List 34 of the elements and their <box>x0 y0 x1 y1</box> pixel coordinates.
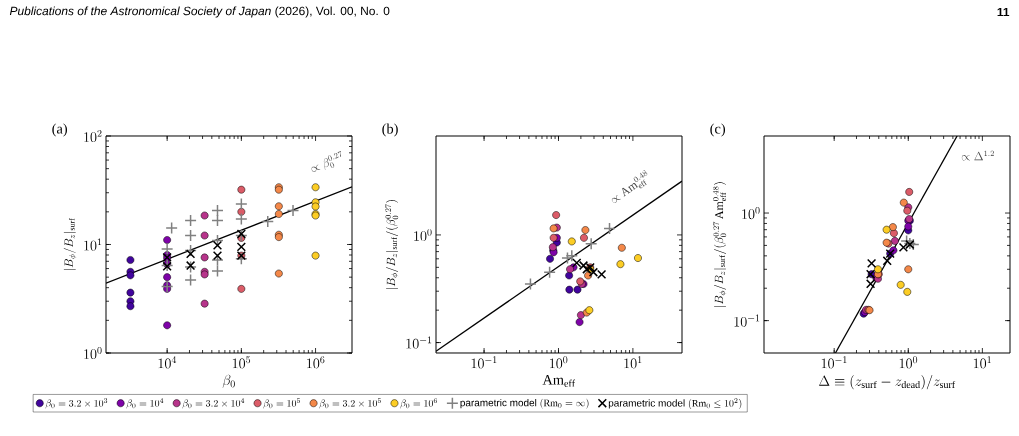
x-tick-label: $10^{-1}$ <box>471 356 497 369</box>
text: 11 <box>997 7 1010 17</box>
legend-label: $\beta_0=10^{5}$ <box>263 398 301 409</box>
chart-title: (c) <box>710 123 726 137</box>
legend-label: $\mbox{parametric model }(\mathrm{Rm}_0\leq10^{2})$ <box>608 398 742 410</box>
x-tick-label: $10^{6}$ <box>307 356 325 369</box>
annotation: $\propto\beta_0^{0.27}$ <box>311 150 342 172</box>
x-tick-label: $10^{-1}$ <box>821 356 847 369</box>
x-tick-label: $10^{4}$ <box>158 356 177 369</box>
text: Publications of the Astronomical Society of Japan (2026), Vol. 00, No. 0 <box>9 6 390 18</box>
annotation: $\propto\Delta^{1.2}$ <box>961 150 994 161</box>
x-axis-title: $\mathrm{Am}_{\rm eff}$ <box>542 374 576 387</box>
legend-label: $\beta_0=3.2\times10^{3}$ <box>45 398 108 409</box>
y-tick-label: $10^{1}$ <box>84 238 102 251</box>
chart-title: (b) <box>382 123 398 137</box>
x-axis-title: $\Delta\equiv(z_{\rm surf}-z_{\rm dead})/z_{\rm surf}$ <box>819 375 956 390</box>
y-tick-label: $10^{2}$ <box>84 129 102 143</box>
y-tick-label: $10^{0}$ <box>84 346 102 360</box>
legend-label: $\beta_0=10^{6}$ <box>400 398 437 409</box>
x-tick-label: $10^{5}$ <box>232 356 251 369</box>
legend-label: $\beta_0=3.2\times10^{4}$ <box>182 398 245 409</box>
annotation: $\propto\mathrm{Am}_{\rm eff}^{0.48}$ <box>611 170 648 203</box>
x-tick-label: $10^{1}$ <box>973 356 991 369</box>
legend-label: $\mbox{parametric model }(\mathrm{Rm}_0=\infty)$ <box>460 398 589 409</box>
chart-title: (a) <box>52 123 67 137</box>
legend-label: $\beta_0=10^{4}$ <box>126 398 164 409</box>
x-axis-title: $\beta_0$ <box>222 374 235 388</box>
x-tick-label: $10^{0}$ <box>550 356 568 369</box>
x-tick-label: $10^{0}$ <box>899 356 918 369</box>
x-tick-label: $10^{1}$ <box>624 356 642 369</box>
legend-label: $\beta_0=3.2\times10^{5}$ <box>319 398 381 409</box>
y-axis-title: $|B_\phi/B_z|_{\rm surf}$ <box>63 218 77 270</box>
y-axis-title: $|B_\phi/B_z|_{\rm surf}/(\beta_0^{0.27}\,\mathrm{Am}_{\rm eff}^{0.48})$ <box>712 182 727 307</box>
y-axis-title: $|B_\phi/B_z|_{\rm surf}/(\beta_0^{0.27})$ <box>385 200 399 289</box>
